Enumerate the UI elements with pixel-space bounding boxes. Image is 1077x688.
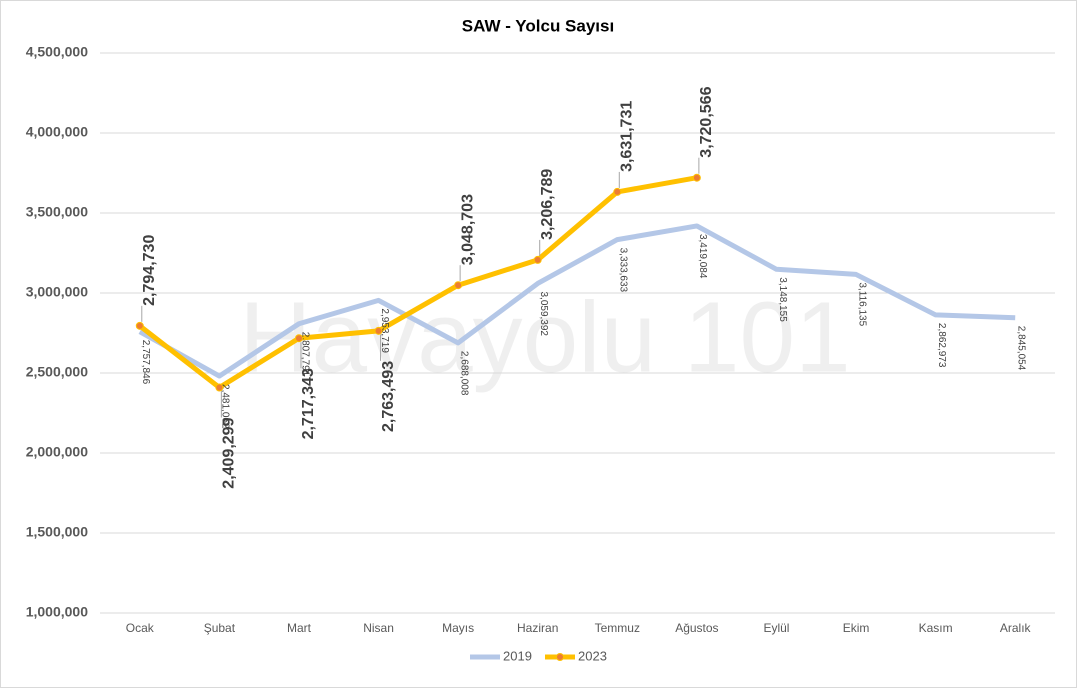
x-tick-label: Kasım (919, 621, 953, 635)
data-label: 3,048,703 (459, 194, 476, 265)
data-label: 3,720,566 (698, 86, 715, 157)
x-tick-label: Şubat (204, 621, 236, 635)
legend-marker (556, 653, 564, 661)
watermark: Havayolu 101 (239, 281, 851, 393)
x-tick-label: Ocak (126, 621, 155, 635)
x-tick-label: Aralık (1000, 621, 1032, 635)
y-tick-label: 4,000,000 (26, 124, 88, 140)
data-label: 3,631,731 (619, 101, 636, 172)
x-tick-label: Ekim (843, 621, 870, 635)
data-label: 2,688,008 (458, 351, 469, 396)
data-label: 2,794,730 (141, 235, 158, 306)
series-line (138, 223, 1016, 379)
x-tick-label: Nisan (363, 621, 394, 635)
series-line (138, 175, 698, 391)
data-label: 3,333,633 (618, 248, 629, 293)
y-tick-label: 4,500,000 (26, 44, 88, 60)
y-tick-label: 3,000,000 (26, 284, 88, 300)
x-tick-label: Haziran (517, 621, 558, 635)
point-marker (613, 187, 622, 196)
data-label: 2,481,062 (220, 384, 231, 429)
data-label: 2,763,493 (380, 361, 397, 432)
x-tick-label: Eylül (763, 621, 789, 635)
x-tick-label: Temmuz (595, 621, 640, 635)
point-marker (533, 255, 542, 264)
point-marker (135, 321, 144, 330)
point-marker (215, 383, 224, 392)
data-label: 3,148,155 (777, 277, 788, 322)
data-label: 2,862,973 (936, 323, 947, 368)
point-marker (692, 173, 701, 182)
x-tick-label: Ağustos (675, 621, 718, 635)
data-label: 2,409,299 (221, 417, 238, 488)
x-tick-label: Mayıs (442, 621, 474, 635)
y-tick-label: 1,000,000 (26, 604, 88, 620)
data-label: 3,059,392 (538, 291, 549, 336)
data-label: 2,953,719 (379, 308, 390, 353)
data-label: 3,206,789 (539, 169, 556, 240)
y-tick-label: 3,500,000 (26, 204, 88, 220)
point-marker (294, 334, 303, 343)
y-tick-label: 1,500,000 (26, 524, 88, 540)
y-tick-label: 2,000,000 (26, 444, 88, 460)
data-label: 2,807,791 (299, 332, 310, 377)
data-label: 2,757,846 (140, 340, 151, 385)
point-marker (454, 281, 463, 290)
data-label: 2,845,054 (1016, 326, 1027, 371)
point-marker (374, 326, 383, 335)
data-label: 2,717,343 (300, 368, 317, 439)
data-label: 3,116,135 (856, 282, 867, 326)
chart-title: SAW - Yolcu Sayısı (462, 16, 614, 35)
x-tick-label: Mart (287, 621, 312, 635)
y-tick-label: 2,500,000 (26, 364, 88, 380)
data-label: 3,419,084 (697, 234, 708, 279)
legend-label: 2023 (578, 648, 607, 663)
legend-label: 2019 (503, 648, 532, 663)
